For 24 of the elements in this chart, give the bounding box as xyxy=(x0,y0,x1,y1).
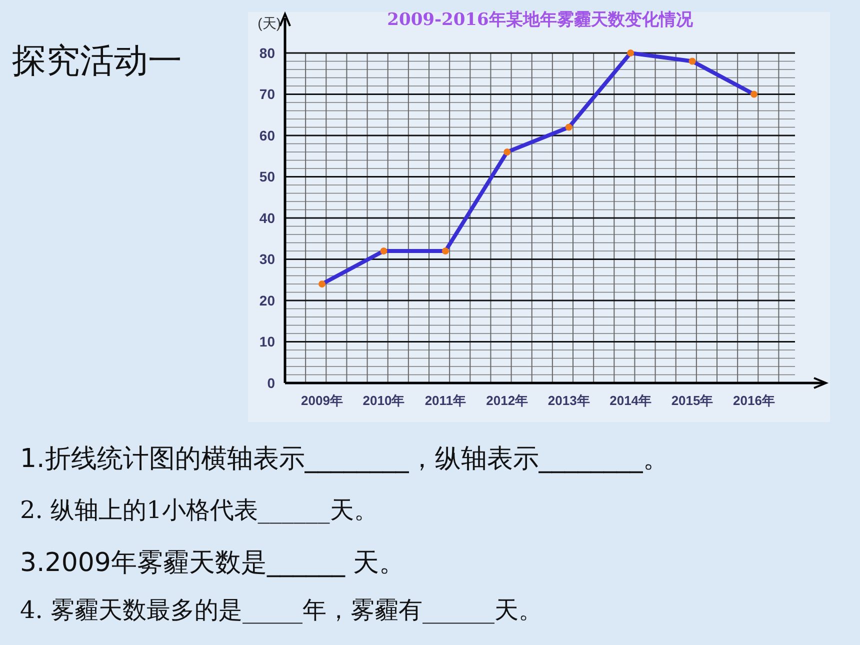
y-tick-label: 80 xyxy=(259,44,276,61)
x-tick-label: 2013年 xyxy=(548,393,590,408)
y-tick-label: 0 xyxy=(267,374,276,391)
x-tick-label: 2011年 xyxy=(424,393,466,408)
y-tick-label: 40 xyxy=(259,210,276,226)
x-tick-label: 2015年 xyxy=(671,393,714,408)
text: 4. 雾霾天数最多的是_____年，雾霾有______天。 xyxy=(20,596,543,624)
y-tick-label: 70 xyxy=(259,86,276,102)
y-tick-label: 30 xyxy=(259,251,276,268)
x-tick-label: 2009年 xyxy=(301,393,343,408)
x-tick-label: 2012年 xyxy=(486,393,528,408)
text: 1.折线统计图的横轴表示________，纵轴表示________。 xyxy=(20,444,669,474)
text: 探究活动一 xyxy=(12,41,182,81)
x-tick-label: 2010年 xyxy=(362,393,405,408)
y-tick-label: 10 xyxy=(259,334,276,350)
x-tick-label: 2014年 xyxy=(610,393,652,408)
y-axis-title: (天) xyxy=(258,15,281,31)
chart-title: 2009-2016年某地年雾霾天数变化情况 xyxy=(387,10,694,30)
x-tick-label: 2016年 xyxy=(733,393,775,408)
y-tick-label: 20 xyxy=(259,292,276,308)
y-tick-label: 60 xyxy=(259,127,276,144)
text: 2. 纵轴上的1小格代表______天。 xyxy=(20,496,378,524)
text: 3.2009年雾霾天数是______ 天。 xyxy=(20,548,406,578)
y-tick-label: 50 xyxy=(259,168,276,185)
